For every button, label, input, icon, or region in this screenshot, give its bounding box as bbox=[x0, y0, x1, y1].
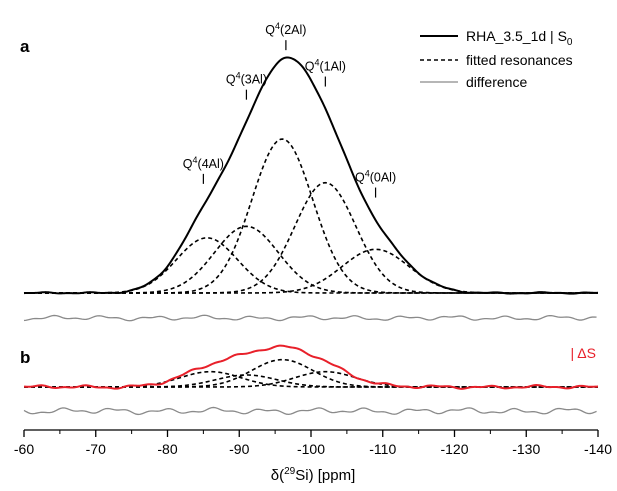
fitted-resonance-a-3 bbox=[24, 138, 598, 294]
delta-s-spectrum bbox=[24, 344, 599, 390]
peak-label-4al: Q4(4Al) bbox=[183, 155, 224, 171]
peak-labels: Q4(4Al) Q4(3Al) Q4(2Al) Q4(1Al) Q4(0Al) bbox=[183, 21, 396, 198]
x-tick-label-80: -80 bbox=[157, 441, 177, 457]
peak-label-1al: Q4(1Al) bbox=[305, 58, 346, 74]
peak-label-2al: Q4(2Al) bbox=[265, 21, 306, 37]
panel-a-letter: a bbox=[20, 37, 30, 56]
experimental-spectrum-s0 bbox=[23, 56, 599, 295]
difference-trace-a bbox=[23, 314, 597, 322]
x-axis-title: δ(29Si) [ppm] bbox=[271, 466, 356, 484]
legend-label-experimental: RHA_3.5_1d | S0 bbox=[466, 28, 573, 48]
peak-label-3al: Q4(3Al) bbox=[226, 71, 267, 87]
x-tick-label-140: -140 bbox=[584, 441, 612, 457]
fitted-resonance-a-4 bbox=[24, 181, 598, 294]
panel-b-letter: b bbox=[20, 348, 30, 367]
fitted-resonance-a-2 bbox=[24, 225, 598, 294]
legend-label-difference: difference bbox=[466, 74, 527, 90]
peak-label-0al: Q4(0Al) bbox=[355, 169, 396, 185]
x-tick-label-130: -130 bbox=[512, 441, 540, 457]
fitted-resonance-b-4 bbox=[24, 370, 598, 388]
fitted-resonance-b-1 bbox=[24, 370, 598, 388]
delta-s-label: | ΔS bbox=[571, 345, 596, 361]
panel-a-curves bbox=[23, 56, 599, 322]
legend-label-fitted: fitted resonances bbox=[466, 52, 573, 68]
fitted-resonance-b-3 bbox=[24, 358, 598, 388]
x-tick-label-70: -70 bbox=[86, 441, 106, 457]
legend: RHA_3.5_1d | S0 fitted resonances differ… bbox=[420, 28, 573, 90]
fitted-resonance-a-5 bbox=[24, 248, 598, 294]
x-tick-label-120: -120 bbox=[440, 441, 468, 457]
fitted-resonance-b-2 bbox=[24, 374, 598, 388]
x-tick-label-90: -90 bbox=[229, 441, 249, 457]
fitted-resonance-a-1 bbox=[24, 237, 598, 294]
panel-b-curves bbox=[23, 344, 599, 416]
difference-trace-b bbox=[23, 406, 597, 416]
x-tick-label-60: -60 bbox=[14, 441, 34, 457]
x-tick-label-110: -110 bbox=[369, 441, 396, 457]
x-tick-label-100: -100 bbox=[297, 441, 325, 457]
x-axis: -60 -70 -80 -90 -100 -110 -120 -130 -140 bbox=[14, 429, 612, 457]
